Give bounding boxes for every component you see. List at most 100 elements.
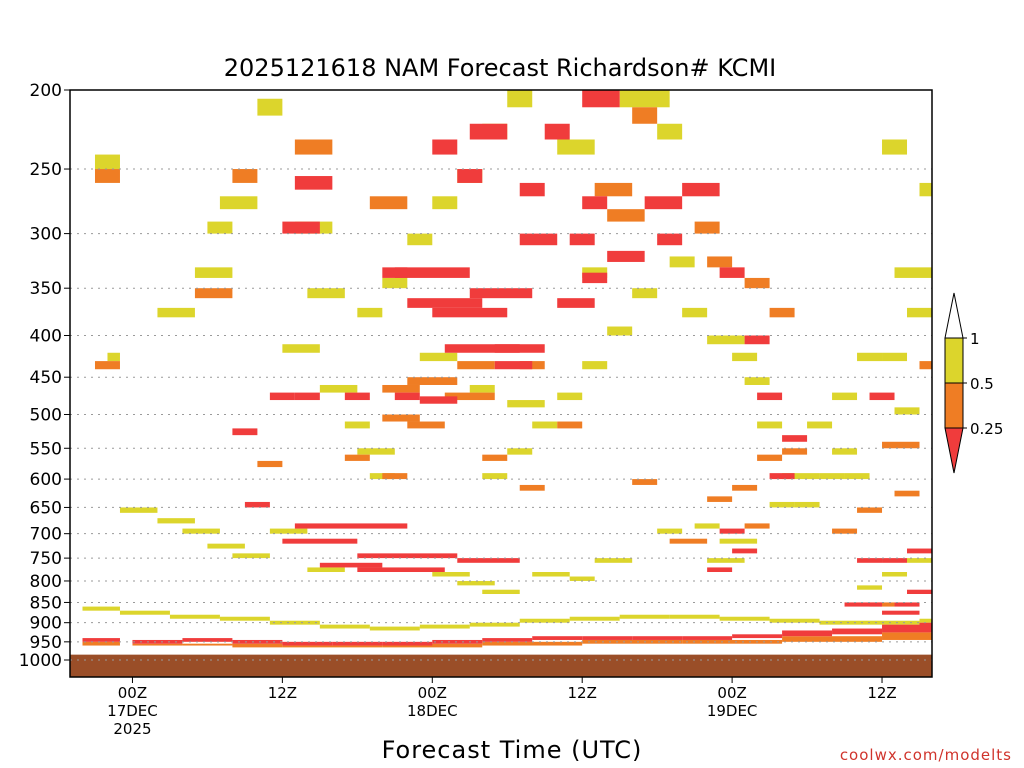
ri-cell-s0-39 [394, 267, 470, 278]
ri-cell-s2-118 [632, 288, 658, 299]
ri-cell-s0-22 [282, 538, 358, 544]
ri-cell-s2-77 [269, 528, 308, 534]
ri-cell-s0-24 [319, 562, 383, 568]
ri-cell-s2-112 [482, 473, 508, 480]
ri-cell-s2-72 [119, 507, 158, 513]
ri-cell-s0-53 [644, 196, 683, 210]
ri-cell-s0-23 [357, 553, 458, 559]
ri-cell-s2-37 [619, 90, 670, 108]
ri-cell-s1-40 [919, 361, 932, 370]
ri-cell-s2-121 [382, 277, 408, 289]
y-tick-label-550: 550 [30, 439, 62, 459]
ri-cell-s0-11 [632, 636, 683, 640]
credit-text[interactable]: coolwx.com/modelts [840, 746, 1012, 764]
ri-cell-s0-90 [882, 558, 908, 563]
ri-cell-s2-25 [257, 98, 283, 116]
ri-cell-s2-16 [869, 620, 920, 625]
ri-cell-s2-82 [532, 572, 570, 577]
ri-cell-s1-60 [632, 479, 658, 485]
ri-cell-s0-56 [744, 335, 770, 345]
ri-cell-s2-0 [82, 606, 120, 611]
ri-cell-s1-62 [832, 528, 858, 534]
ri-cell-s0-32 [294, 392, 320, 401]
x-tick-label-3-0: 12Z [568, 684, 597, 702]
ri-cell-s0-35 [419, 396, 458, 404]
ri-cell-s0-57 [757, 392, 783, 401]
ri-cell-s1-66 [869, 602, 895, 607]
ri-cell-s2-74 [182, 528, 220, 534]
ri-cell-s1-58 [482, 454, 508, 461]
ri-cell-s2-41 [707, 335, 745, 345]
ri-cell-s2-3 [219, 616, 270, 621]
ri-cell-s0-60 [844, 602, 883, 607]
ri-cell-s2-75 [207, 543, 245, 549]
ri-cell-s2-126 [507, 90, 533, 108]
ri-cell-s0-6 [382, 641, 433, 646]
ri-cell-s2-123 [432, 196, 458, 210]
ri-cell-s2-86 [694, 523, 720, 529]
ri-cell-s1-35 [707, 256, 733, 268]
ri-cell-s0-88 [869, 392, 895, 401]
ri-cell-s0-1 [132, 639, 183, 644]
plot-area [69, 89, 933, 678]
ri-cell-s2-9 [519, 618, 570, 623]
ri-cell-s2-20 [94, 154, 120, 170]
y-tick-label-700: 700 [30, 525, 62, 545]
ri-cell-s0-59 [782, 435, 808, 442]
ri-cell-s2-81 [482, 589, 520, 595]
ri-cell-s0-9 [532, 636, 583, 640]
ri-cell-s0-48 [457, 169, 483, 183]
y-tick-label-200: 200 [30, 81, 62, 101]
ri-cell-s2-6 [369, 626, 420, 631]
ri-cell-s2-27 [307, 288, 345, 299]
ri-cell-s2-87 [794, 501, 820, 508]
ri-cell-s1-14 [194, 288, 233, 299]
ri-cell-s2-85 [657, 528, 683, 534]
ri-cell-s2-33 [419, 352, 458, 362]
ri-cell-s2-2 [169, 614, 220, 619]
y-tick-label-950: 950 [30, 633, 62, 653]
ri-cell-s0-31 [269, 392, 295, 401]
ri-cell-s1-4 [282, 645, 383, 648]
ri-cell-s0-47 [382, 267, 408, 278]
ri-cell-s2-5 [319, 624, 370, 629]
ri-cell-s2-8 [469, 622, 520, 627]
ri-cell-s1-23 [457, 361, 495, 370]
ri-cell-s2-89 [807, 421, 833, 429]
ri-cell-s2-119 [582, 267, 608, 278]
ri-cell-s2-29 [319, 384, 358, 393]
ri-cell-s2-13 [719, 616, 770, 621]
x-tick-label-4-0: 00Z [717, 684, 746, 702]
ri-cell-s2-52 [882, 352, 908, 362]
ri-cell-s0-40 [444, 344, 520, 353]
y-tick-label-750: 750 [30, 549, 62, 569]
colorbar: 1 0.5 0.25 [944, 292, 1003, 474]
ri-cell-s0-104 [569, 233, 595, 246]
ri-cell-s2-34 [469, 384, 495, 393]
y-tick-label-300: 300 [30, 225, 62, 245]
ri-cell-s2-92 [907, 307, 932, 318]
ri-cell-s2-91 [857, 352, 883, 362]
ri-cell-s2-49 [832, 448, 858, 455]
x-tick-label-5-0: 12Z [867, 684, 896, 702]
ri-cell-s2-120 [357, 307, 383, 318]
ri-cell-s2-24 [219, 196, 258, 210]
ri-cell-s1-22 [444, 392, 495, 401]
ri-cell-s1-7 [582, 639, 683, 644]
ri-cell-s1-17 [369, 196, 408, 210]
ri-cell-s1-21 [382, 384, 420, 393]
ri-cell-s2-57 [882, 139, 908, 155]
ri-cell-s0-55 [719, 267, 745, 278]
ri-cell-s2-36 [557, 139, 595, 155]
ri-cell-s2-80 [457, 580, 495, 586]
ri-cell-s2-1 [119, 610, 170, 615]
ri-cell-s2-54 [919, 182, 932, 197]
ri-cell-s0-105 [519, 233, 558, 246]
ri-cell-s0-34 [394, 392, 420, 401]
ri-cell-s2-88 [819, 473, 845, 480]
colorbar-label-1: 1 [970, 330, 980, 348]
ri-cell-s2-43 [744, 377, 770, 385]
ri-cell-s1-31 [757, 454, 783, 461]
